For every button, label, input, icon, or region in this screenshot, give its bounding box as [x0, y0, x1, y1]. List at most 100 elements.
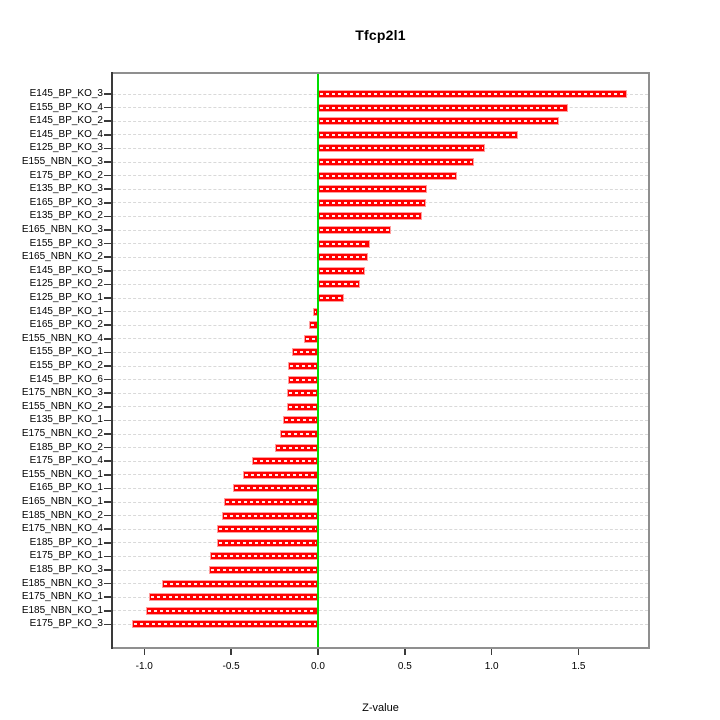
- y-tick: [104, 419, 111, 422]
- y-axis-label: E175_NBN_KO_1: [21, 591, 103, 603]
- y-tick: [104, 242, 111, 245]
- y-tick: [104, 460, 111, 462]
- plot-panel: [111, 72, 650, 649]
- x-tick: [490, 649, 493, 655]
- x-axis-label: Z-value: [362, 702, 399, 714]
- y-axis-label: E155_BP_KO_2: [29, 360, 103, 371]
- y-axis-label: E175_NBN_KO_2: [21, 428, 103, 439]
- bar: [317, 253, 369, 262]
- y-axis-label: E165_NBN_KO_2: [21, 251, 103, 263]
- bar: [317, 198, 426, 207]
- bar: [224, 498, 318, 506]
- row-gridline: [113, 610, 648, 612]
- y-axis-label: E175_BP_KO_2: [29, 169, 103, 181]
- y-tick: [104, 174, 111, 177]
- y-tick: [104, 542, 111, 544]
- y-axis-label: E135_BP_KO_2: [29, 210, 103, 222]
- y-axis-label: E155_NBN_KO_4: [21, 332, 103, 344]
- y-axis-label: E145_BP_KO_2: [29, 115, 103, 127]
- bar: [288, 362, 318, 370]
- y-axis-label: E155_BP_KO_3: [29, 237, 103, 249]
- y-tick: [104, 406, 111, 408]
- y-axis-label: E165_BP_KO_2: [29, 319, 103, 331]
- y-axis-label: E145_BP_KO_3: [29, 88, 103, 99]
- y-tick: [104, 433, 111, 435]
- x-tick: [404, 649, 406, 655]
- x-tick: [143, 649, 146, 655]
- bar: [274, 443, 318, 452]
- row-gridline: [113, 623, 648, 625]
- y-tick: [104, 378, 111, 381]
- row-gridline: [113, 338, 648, 340]
- y-axis-label: E145_BP_KO_5: [29, 264, 103, 276]
- bar: [210, 552, 318, 561]
- bar: [317, 280, 360, 289]
- bar: [317, 103, 569, 112]
- row-gridline: [113, 419, 648, 421]
- row-gridline: [113, 365, 648, 367]
- row-gridline: [113, 474, 648, 476]
- y-axis-label: E175_NBN_KO_3: [21, 387, 103, 399]
- y-tick: [104, 161, 111, 163]
- y-axis-label: E175_BP_KO_1: [29, 550, 103, 562]
- row-gridline: [113, 297, 648, 299]
- row-gridline: [113, 460, 648, 462]
- row-gridline: [113, 515, 648, 517]
- bar: [161, 579, 318, 588]
- y-tick: [104, 120, 111, 122]
- zero-line: [316, 74, 319, 647]
- bar: [243, 470, 318, 479]
- bar: [317, 158, 475, 166]
- y-tick: [104, 106, 111, 109]
- bar: [149, 593, 318, 602]
- y-axis-label: E185_NBN_KO_1: [21, 604, 103, 616]
- row-gridline: [113, 433, 648, 435]
- bar: [132, 620, 318, 629]
- y-axis-label: E155_BP_KO_4: [29, 101, 103, 113]
- bar: [317, 239, 371, 248]
- bar: [317, 171, 457, 180]
- y-tick: [104, 392, 111, 394]
- x-tick-label: 1.0: [484, 661, 499, 672]
- bar: [286, 402, 318, 411]
- y-axis-label: E165_NBN_KO_1: [21, 496, 103, 507]
- row-gridline: [113, 555, 648, 557]
- y-tick: [104, 446, 111, 449]
- bar: [304, 334, 318, 343]
- y-tick: [104, 310, 111, 313]
- y-tick: [104, 270, 111, 272]
- chart-title: Tfcp2l1: [355, 27, 406, 43]
- bar: [222, 511, 318, 520]
- row-gridline: [113, 256, 648, 258]
- y-axis-label: E165_NBN_KO_3: [21, 224, 103, 235]
- y-tick: [104, 324, 111, 326]
- row-gridline: [113, 379, 648, 381]
- bar: [286, 389, 318, 398]
- y-axis-label: E155_BP_KO_1: [29, 346, 103, 358]
- y-axis-label: E145_BP_KO_4: [29, 128, 103, 140]
- row-gridline: [113, 501, 648, 503]
- bar: [317, 130, 518, 139]
- row-gridline: [113, 243, 648, 245]
- y-tick: [104, 283, 111, 286]
- bar: [317, 117, 560, 126]
- y-tick: [104, 528, 111, 530]
- x-tick-label: 0.5: [397, 661, 412, 672]
- y-tick: [104, 256, 111, 258]
- row-gridline: [113, 270, 648, 272]
- bar: [317, 266, 365, 275]
- y-tick: [104, 610, 111, 612]
- y-tick: [104, 514, 111, 517]
- bar: [317, 185, 428, 194]
- y-axis-label: E165_BP_KO_3: [29, 196, 103, 208]
- y-axis-label: E155_NBN_KO_2: [21, 400, 103, 412]
- y-tick: [104, 596, 111, 598]
- bar: [146, 606, 318, 615]
- y-axis-label: E175_BP_KO_4: [29, 455, 103, 467]
- y-axis-label: E145_BP_KO_1: [29, 305, 103, 317]
- row-gridline: [113, 283, 648, 285]
- row-gridline: [113, 447, 648, 449]
- y-tick: [104, 134, 111, 136]
- row-gridline: [113, 487, 648, 489]
